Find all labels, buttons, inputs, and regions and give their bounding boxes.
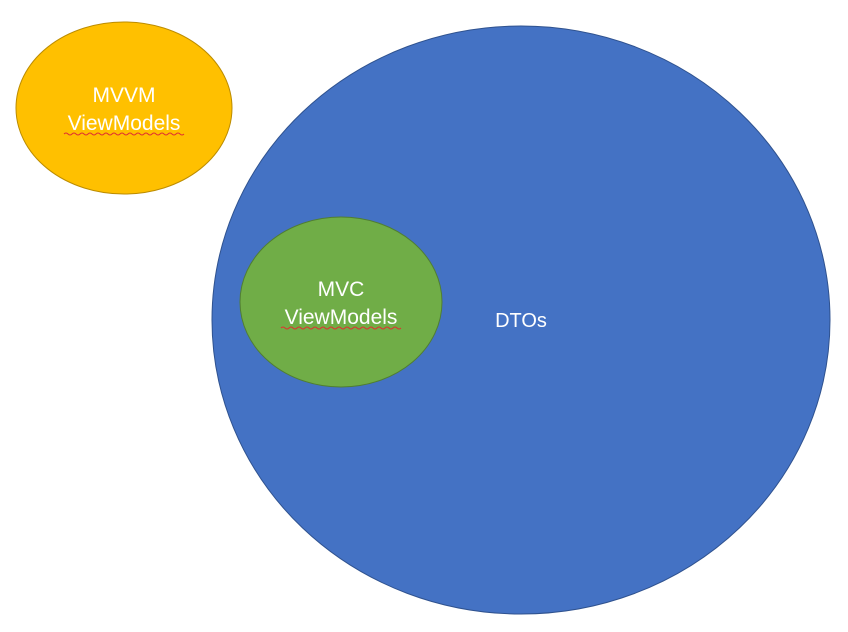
mvvm-viewmodels-shape[interactable]: MVVM ViewModels [15, 21, 233, 195]
mvc-label-line1: MVC [318, 278, 365, 301]
mvc-label-line2: ViewModels [285, 306, 398, 329]
dtos-shape[interactable]: DTOs [211, 25, 831, 615]
mvvm-ellipse [15, 21, 233, 195]
mvc-ellipse [239, 216, 443, 388]
spellcheck-underline [280, 326, 402, 330]
mvvm-label-line2: ViewModels [68, 112, 181, 135]
mvc-viewmodels-shape[interactable]: MVC ViewModels [239, 216, 443, 388]
dtos-label: DTOs [495, 310, 547, 332]
spellcheck-underline [63, 132, 185, 136]
dtos-ellipse [211, 25, 831, 615]
mvvm-label-line1: MVVM [93, 84, 156, 107]
